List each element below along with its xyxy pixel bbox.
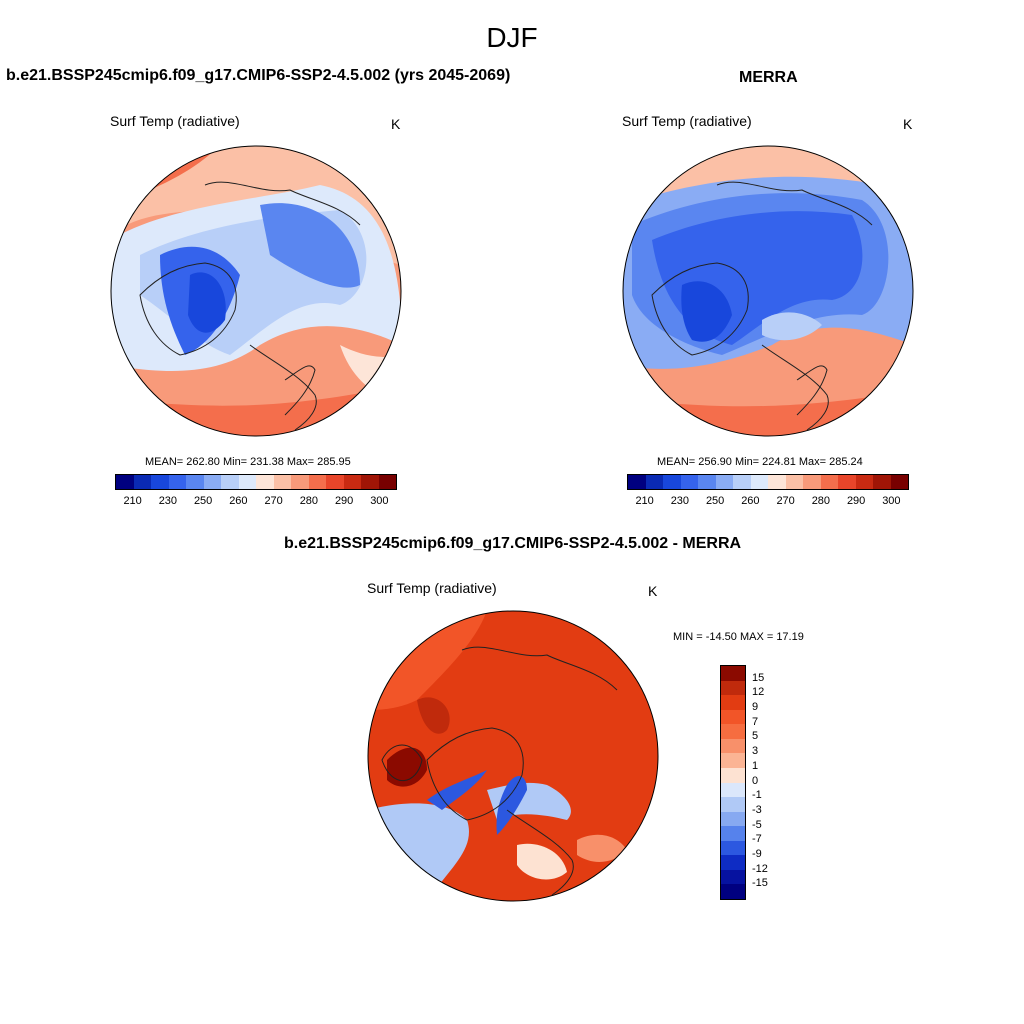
colorbar-swatch <box>785 475 803 489</box>
obs-variable-label: Surf Temp (radiative) <box>622 113 752 129</box>
obs-units-label: K <box>903 116 913 132</box>
colorbar-tick-label: -15 <box>752 877 768 890</box>
colorbar-swatch <box>168 475 186 489</box>
colorbar-tick-label: 250 <box>705 495 725 507</box>
obs-panel-title: MERRA <box>739 69 798 86</box>
colorbar-tick-label: 210 <box>635 495 654 507</box>
colorbar-swatch <box>721 724 745 739</box>
colorbar-tick-label: 280 <box>299 495 319 507</box>
colorbar-tick-label: 9 <box>752 701 759 714</box>
colorbar-tick-label: 1 <box>752 759 759 772</box>
colorbar-swatch <box>721 680 745 696</box>
model-variable-label: Surf Temp (radiative) <box>110 113 240 129</box>
model-stats: MEAN= 262.80 Min= 231.38 Max= 285.95 <box>145 456 351 468</box>
colorbar-swatch <box>256 475 274 489</box>
colorbar-swatch <box>820 475 838 489</box>
colorbar-tick-label: -12 <box>752 862 768 875</box>
colorbar-swatch <box>715 475 733 489</box>
colorbar-swatch <box>721 811 745 827</box>
colorbar-swatch <box>663 475 681 489</box>
colorbar-swatch <box>361 475 379 489</box>
model-colorbar <box>115 474 397 490</box>
colorbar-tick-label: 12 <box>752 686 765 699</box>
colorbar-swatch <box>273 475 291 489</box>
colorbar-swatch <box>855 475 873 489</box>
colorbar-swatch <box>890 475 908 489</box>
colorbar-tick-label: -3 <box>752 803 762 816</box>
colorbar-swatch <box>326 475 344 489</box>
colorbar-tick-label: 280 <box>811 495 831 507</box>
diff-units-label: K <box>648 583 658 599</box>
colorbar-tick-label: 300 <box>370 495 389 507</box>
colorbar-swatch <box>873 475 891 489</box>
colorbar-swatch <box>628 475 646 489</box>
colorbar-swatch <box>378 475 396 489</box>
model-panel-title: b.e21.BSSP245cmip6.f09_g17.CMIP6-SSP2-4.… <box>6 67 511 84</box>
obs-colorbar <box>627 474 909 490</box>
colorbar-tick-label: 250 <box>193 495 213 507</box>
colorbar-tick-label: 7 <box>752 715 759 728</box>
colorbar-tick-label: 230 <box>158 495 178 507</box>
colorbar-tick-label: 260 <box>741 495 760 507</box>
colorbar-swatch <box>721 709 745 725</box>
colorbar-tick-label: 290 <box>334 495 354 507</box>
colorbar-swatch <box>838 475 856 489</box>
colorbar-swatch <box>721 738 745 754</box>
colorbar-swatch <box>733 475 751 489</box>
colorbar-swatch <box>680 475 698 489</box>
diff-variable-label: Surf Temp (radiative) <box>367 580 497 596</box>
colorbar-swatch <box>116 475 134 489</box>
diff-polar-map <box>367 610 659 902</box>
model-polar-map <box>110 145 402 437</box>
colorbar-swatch <box>721 797 745 812</box>
colorbar-swatch <box>721 826 745 841</box>
colorbar-tick-label: 260 <box>229 495 248 507</box>
colorbar-swatch <box>803 475 821 489</box>
colorbar-tick-label: 0 <box>752 774 759 787</box>
colorbar-tick-label: 270 <box>264 495 283 507</box>
colorbar-swatch <box>721 869 745 885</box>
colorbar-swatch <box>186 475 204 489</box>
colorbar-swatch <box>238 475 256 489</box>
colorbar-tick-label: 270 <box>776 495 795 507</box>
colorbar-swatch <box>750 475 768 489</box>
colorbar-swatch <box>721 855 745 870</box>
colorbar-swatch <box>203 475 221 489</box>
colorbar-tick-label: 3 <box>752 745 759 758</box>
colorbar-swatch <box>721 782 745 798</box>
colorbar-tick-label: 5 <box>752 730 759 743</box>
colorbar-swatch <box>221 475 239 489</box>
colorbar-swatch <box>721 884 745 899</box>
colorbar-swatch <box>308 475 326 489</box>
colorbar-swatch <box>645 475 663 489</box>
diff-colorbar <box>720 665 746 900</box>
obs-polar-map <box>622 145 914 437</box>
colorbar-swatch <box>721 695 745 710</box>
colorbar-tick-label: -7 <box>752 833 762 846</box>
colorbar-swatch <box>721 753 745 768</box>
colorbar-tick-label: 210 <box>123 495 142 507</box>
colorbar-swatch <box>343 475 361 489</box>
colorbar-swatch <box>721 767 745 783</box>
colorbar-tick-label: -9 <box>752 847 762 860</box>
colorbar-tick-label: 290 <box>846 495 866 507</box>
colorbar-tick-label: 230 <box>670 495 690 507</box>
diff-stats: MIN = -14.50 MAX = 17.19 <box>673 631 804 643</box>
colorbar-swatch <box>721 840 745 856</box>
diff-panel-title: b.e21.BSSP245cmip6.f09_g17.CMIP6-SSP2-4.… <box>284 535 742 552</box>
model-units-label: K <box>391 116 401 132</box>
colorbar-tick-label: 15 <box>752 671 765 684</box>
figure-title: DJF <box>486 22 538 53</box>
colorbar-swatch <box>291 475 309 489</box>
colorbar-swatch <box>151 475 169 489</box>
obs-stats: MEAN= 256.90 Min= 224.81 Max= 285.24 <box>657 456 863 468</box>
colorbar-swatch <box>768 475 786 489</box>
colorbar-swatch <box>721 666 745 681</box>
colorbar-swatch <box>698 475 716 489</box>
colorbar-tick-label: -5 <box>752 818 762 831</box>
colorbar-tick-label: -1 <box>752 789 762 802</box>
colorbar-tick-label: 300 <box>882 495 901 507</box>
colorbar-swatch <box>133 475 151 489</box>
